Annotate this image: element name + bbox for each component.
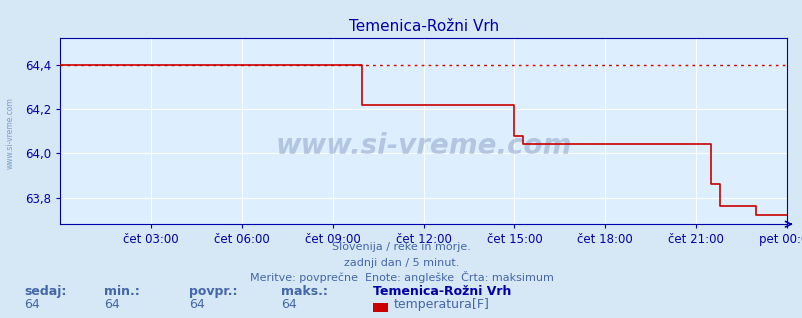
Text: www.si-vreme.com: www.si-vreme.com bbox=[275, 132, 571, 160]
Text: maks.:: maks.: bbox=[281, 285, 327, 298]
Text: 64: 64 bbox=[281, 299, 297, 311]
Text: 64: 64 bbox=[104, 299, 120, 311]
Text: 64: 64 bbox=[24, 299, 40, 311]
Text: min.:: min.: bbox=[104, 285, 140, 298]
Text: sedaj:: sedaj: bbox=[24, 285, 67, 298]
Text: povpr.:: povpr.: bbox=[188, 285, 237, 298]
Text: www.si-vreme.com: www.si-vreme.com bbox=[6, 98, 15, 169]
Title: Temenica-Rožni Vrh: Temenica-Rožni Vrh bbox=[348, 19, 498, 34]
Text: zadnji dan / 5 minut.: zadnji dan / 5 minut. bbox=[343, 258, 459, 267]
Text: temperatura[F]: temperatura[F] bbox=[393, 299, 488, 311]
Text: Temenica-Rožni Vrh: Temenica-Rožni Vrh bbox=[373, 285, 511, 298]
Text: 64: 64 bbox=[188, 299, 205, 311]
Text: Slovenija / reke in morje.: Slovenija / reke in morje. bbox=[332, 242, 470, 252]
Text: Meritve: povprečne  Enote: angleške  Črta: maksimum: Meritve: povprečne Enote: angleške Črta:… bbox=[249, 272, 553, 283]
